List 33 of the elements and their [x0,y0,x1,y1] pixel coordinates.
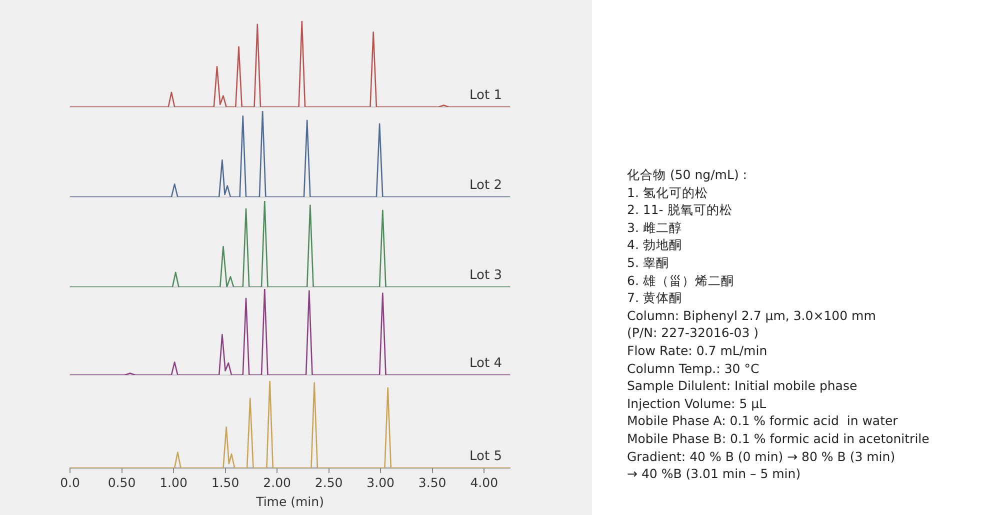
text: 2. 11- 脱氧可的松 [627,201,734,219]
text: (P/N: 227-32016-03 ) [627,324,760,342]
text: Sample Dilulent: Initial mobile phase [627,377,858,395]
x-tick-label: 4.00 [470,474,498,490]
text: Mobile Phase B: 0.1 % formic acid in acetonitrile [627,430,930,448]
text: Mobile Phase A: 0.1 % formic acid in water [627,412,899,430]
x-tick-label: 2.50 [314,474,343,490]
series-label: Lot 5 [470,448,502,464]
x-tick-label: 1.50 [211,474,240,490]
text: 4. 勃地酮 [627,236,683,254]
text: Column: Biphenyl 2.7 µm, 3.0×100 mm [627,306,877,324]
text: 7. 黄体酮 [627,289,683,307]
text: 1. 氢化可的松 [627,184,709,202]
text: → 40 %B (3.01 min – 5 min) [627,465,802,483]
series-label: Lot 2 [470,178,502,193]
text: 6. 雄（甾）烯二酮 [627,272,735,290]
x-tick-label: 0.0 [60,474,80,490]
x-tick-label: 3.00 [366,474,395,490]
text: 3. 雌二醇 [627,218,683,236]
x-axis-title: Time (min) [255,494,324,509]
series-label: Lot 1 [470,88,502,103]
text: Column Temp.: 30 °C [627,360,760,378]
series-label: Lot 4 [470,356,502,371]
series-label: Lot 3 [470,268,502,283]
x-tick-label: 0.50 [108,474,136,490]
x-tick-label: 2.00 [263,474,292,490]
x-tick-label: 1.00 [160,474,188,490]
text: 5. 睾酮 [627,254,670,272]
text: 化合物 (50 ng/mL) : [627,166,748,184]
text: Injection Volume: 5 µL [627,394,768,412]
text: Gradient: 40 % B (0 min) → 80 % B (3 min) [627,448,896,466]
text: Flow Rate: 0.7 mL/min [627,342,768,360]
x-tick-label: 3.50 [418,474,446,490]
